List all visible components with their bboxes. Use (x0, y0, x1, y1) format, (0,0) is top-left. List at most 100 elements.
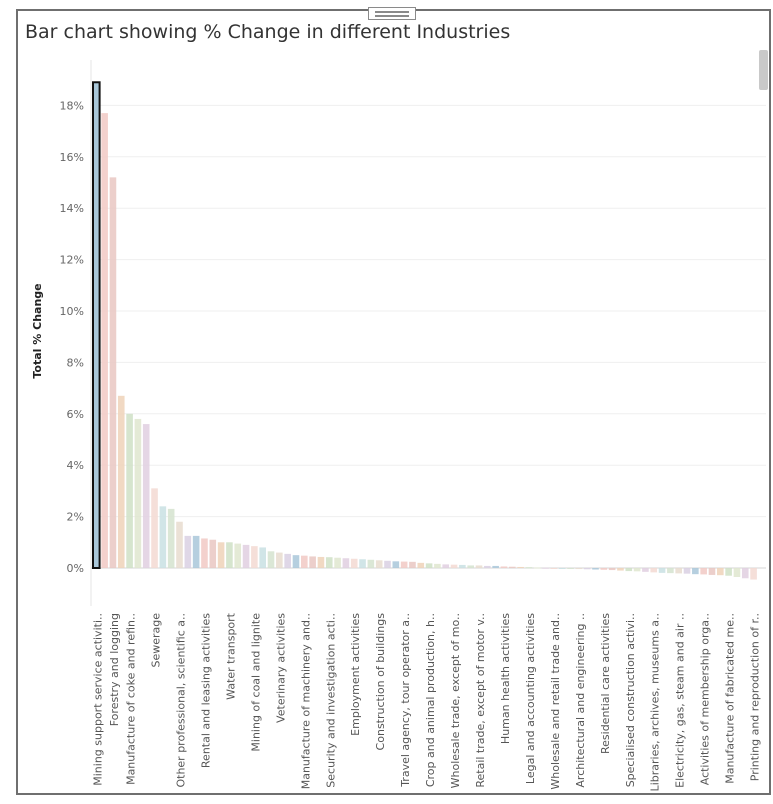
bar[interactable] (533, 567, 541, 569)
bar[interactable] (567, 568, 574, 569)
bar[interactable] (176, 521, 183, 568)
x-tick-label: Wholesale and retail trade and.. (549, 613, 562, 790)
bar[interactable] (434, 563, 441, 568)
bar[interactable] (542, 567, 549, 569)
bar[interactable] (267, 551, 275, 568)
x-tick-label: Libraries, archives, museums a.. (649, 613, 662, 791)
bar[interactable] (517, 566, 524, 568)
bar[interactable] (525, 567, 533, 569)
resize-handle[interactable] (368, 7, 416, 20)
bar[interactable] (342, 558, 350, 568)
bar[interactable] (725, 568, 732, 576)
bar[interactable] (109, 177, 117, 569)
bar[interactable] (384, 560, 391, 568)
bar[interactable] (92, 81, 101, 570)
bar[interactable] (741, 568, 749, 579)
scrollbar-thumb[interactable] (759, 50, 768, 90)
bar[interactable] (251, 546, 258, 568)
x-tick-label: Other professional, scientific a.. (175, 613, 188, 788)
y-tick-label: 4% (67, 459, 84, 472)
bar[interactable] (692, 568, 699, 575)
bar[interactable] (475, 565, 483, 568)
bar[interactable] (101, 113, 108, 569)
x-tick-label: Manufacture of machinery and.. (299, 613, 312, 789)
bar[interactable] (409, 561, 416, 568)
bar[interactable] (500, 566, 508, 568)
bar[interactable] (459, 564, 466, 568)
bar[interactable] (142, 424, 150, 568)
bar[interactable] (592, 568, 599, 570)
bar[interactable] (325, 557, 333, 568)
bar[interactable] (575, 568, 583, 570)
bar[interactable] (317, 556, 325, 568)
bar[interactable] (750, 568, 757, 580)
bar[interactable] (284, 553, 291, 569)
x-tick-label: Construction of buildings (374, 613, 387, 751)
bar[interactable] (159, 506, 167, 568)
bar[interactable] (442, 564, 450, 568)
bar[interactable] (184, 535, 192, 569)
bar[interactable] (450, 564, 458, 568)
bar[interactable] (226, 542, 233, 568)
bar[interactable] (117, 395, 125, 568)
bar[interactable] (151, 488, 158, 568)
bar[interactable] (733, 568, 741, 577)
bar[interactable] (209, 539, 217, 568)
bar[interactable] (492, 565, 499, 568)
x-tick-label: Mining support service activiti.. (91, 613, 104, 786)
bar[interactable] (400, 561, 408, 568)
bar[interactable] (550, 568, 558, 569)
bar[interactable] (608, 568, 616, 571)
bar[interactable] (558, 568, 566, 569)
bar[interactable] (126, 413, 133, 568)
bar[interactable] (633, 568, 641, 572)
x-tick-label: Travel agency, tour operator a.. (399, 613, 412, 788)
bar[interactable] (667, 568, 674, 574)
bar[interactable] (259, 547, 266, 568)
y-tick-label: 12% (60, 254, 84, 267)
bar[interactable] (625, 568, 633, 572)
bar[interactable] (309, 556, 316, 568)
y-tick-label: 16% (60, 151, 84, 164)
bar[interactable] (201, 538, 208, 568)
bar[interactable] (217, 542, 225, 568)
bar[interactable] (509, 566, 516, 569)
y-tick-label: 8% (67, 356, 84, 369)
y-tick-label: 0% (67, 562, 84, 575)
bar[interactable] (134, 418, 142, 568)
bar[interactable] (417, 562, 425, 568)
bar[interactable] (708, 568, 716, 575)
bar[interactable] (717, 568, 724, 576)
bar[interactable] (375, 560, 383, 568)
bar[interactable] (700, 568, 707, 575)
bar[interactable] (425, 563, 433, 568)
bar[interactable] (359, 559, 366, 568)
bar[interactable] (617, 568, 624, 571)
bar[interactable] (242, 544, 250, 568)
bar[interactable] (642, 568, 649, 572)
bar[interactable] (658, 568, 666, 573)
x-tick-label: Printing and reproduction of r.. (749, 613, 762, 781)
x-tick-label: Mining of coal and lignite (249, 613, 262, 752)
bar[interactable] (367, 559, 375, 568)
bar[interactable] (675, 568, 682, 574)
bar[interactable] (467, 565, 474, 568)
bar[interactable] (276, 552, 283, 568)
bar[interactable] (192, 535, 200, 569)
bar[interactable] (484, 565, 491, 568)
bar[interactable] (292, 555, 300, 568)
bar[interactable] (650, 568, 658, 573)
bar[interactable] (392, 561, 400, 568)
bar[interactable] (234, 543, 242, 568)
bar[interactable] (301, 555, 308, 568)
x-tick-label: Forestry and logging (108, 613, 121, 726)
bar[interactable] (583, 568, 591, 570)
y-tick-label: 2% (67, 511, 84, 524)
bar[interactable] (600, 568, 608, 570)
bar[interactable] (683, 568, 691, 574)
x-tick-label: Wholesale trade, except of mo.. (449, 613, 462, 788)
bar[interactable] (167, 508, 175, 568)
bar[interactable] (334, 557, 341, 568)
bar[interactable] (350, 558, 358, 568)
x-tick-label: Electricity, gas, steam and air .. (674, 613, 687, 788)
